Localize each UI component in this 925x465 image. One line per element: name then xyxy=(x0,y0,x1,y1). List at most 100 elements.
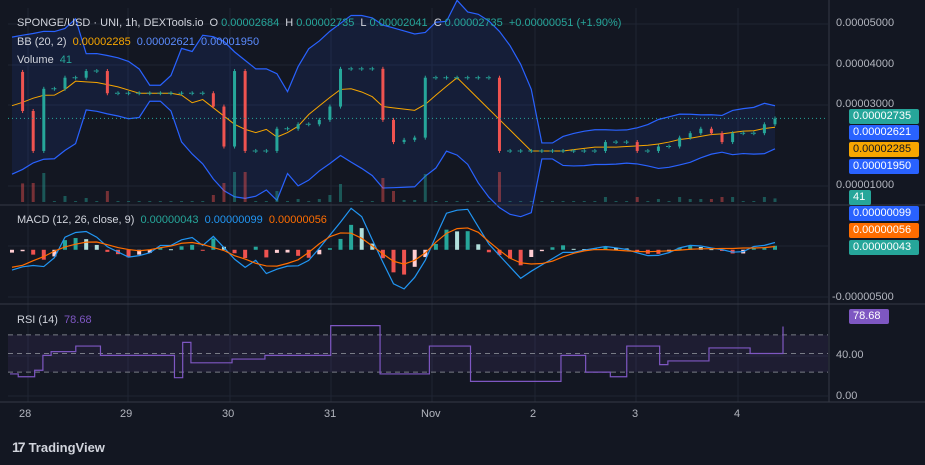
volume-bar xyxy=(307,201,311,202)
macd-signal-label: 0.00000056 xyxy=(849,223,919,238)
volume-bar xyxy=(211,195,215,202)
candle-body xyxy=(42,88,46,151)
time-tick-7: 4 xyxy=(734,408,741,420)
candle-body xyxy=(275,128,279,151)
price-pane xyxy=(8,0,828,218)
volume-legend[interactable]: Volume 41 xyxy=(17,54,75,66)
rsi-legend[interactable]: RSI (14) 78.68 xyxy=(17,314,95,326)
volume-bar xyxy=(497,172,501,202)
candle-body xyxy=(635,142,639,151)
candle-body xyxy=(328,106,332,120)
candle-body xyxy=(731,133,735,143)
macd-tick-0: -0.00000500 xyxy=(832,291,894,303)
volume-bar xyxy=(370,201,374,202)
volume-bar xyxy=(264,201,268,202)
volume-bar xyxy=(392,191,395,202)
candle-body xyxy=(678,137,682,147)
volume-name: Volume xyxy=(17,54,54,66)
volume-bar xyxy=(519,201,523,202)
candle-body xyxy=(656,146,660,151)
macd-histogram-bar xyxy=(41,249,46,260)
candle-body xyxy=(381,68,385,120)
macd-histogram-bar xyxy=(508,249,513,259)
volume-bar xyxy=(688,199,692,202)
volume-bar xyxy=(95,201,99,202)
volume-bar xyxy=(434,201,438,202)
macd-histogram-bar xyxy=(529,249,534,257)
macd-histogram-bar xyxy=(412,249,417,267)
volume-bar xyxy=(540,201,544,202)
volume-bar xyxy=(42,173,46,202)
volume-bar xyxy=(328,195,332,202)
last-price-label: 0.00002735 xyxy=(849,109,919,124)
volume-bar xyxy=(773,198,777,202)
candle-body xyxy=(709,128,713,134)
candle-body xyxy=(392,119,395,143)
volume-value: 41 xyxy=(59,54,73,66)
volume-bar xyxy=(423,174,427,202)
rsi-pane xyxy=(8,325,828,382)
candle-body xyxy=(105,71,109,94)
volume-bar xyxy=(296,199,300,202)
macd-histogram-bar xyxy=(762,247,767,250)
volume-bar xyxy=(31,183,35,202)
macd-histogram-bar xyxy=(550,247,555,250)
low-value: 0.00002041 xyxy=(369,17,428,29)
volume-bar xyxy=(466,201,470,202)
candle-body xyxy=(63,77,67,89)
rsi-tick-1: 0.00 xyxy=(836,390,858,402)
volume-bar xyxy=(402,200,406,202)
volume-bar xyxy=(84,198,88,202)
price-tick-1: 0.00004000 xyxy=(836,58,895,70)
macd-histogram-bar xyxy=(274,249,279,253)
candle-body xyxy=(497,77,501,151)
macd-hist-label: 0.00000043 xyxy=(849,240,919,255)
volume-bar xyxy=(381,178,385,202)
volume-bar xyxy=(105,191,109,202)
macd-histogram-bar xyxy=(94,244,99,250)
macd-histogram-bar xyxy=(688,245,693,250)
pane-separators xyxy=(0,0,925,403)
macd-histogram-bar xyxy=(20,249,25,252)
macd-histogram-bar xyxy=(10,249,14,253)
candle-body xyxy=(222,106,226,147)
time-tick-5: 2 xyxy=(530,408,537,420)
macd-histogram-bar xyxy=(147,249,152,253)
bb-legend[interactable]: BB (20, 2) 0.00002285 0.00002621 0.00001… xyxy=(17,36,262,48)
candle-body xyxy=(317,119,321,125)
candle-body xyxy=(402,139,406,143)
macd-histogram-bar xyxy=(84,239,89,250)
tradingview-branding[interactable]: 17 TradingView xyxy=(12,439,105,455)
close-label: C xyxy=(433,17,442,29)
volume-bar xyxy=(243,172,247,202)
candle-body xyxy=(699,128,703,134)
macd-histogram-bar xyxy=(137,249,142,255)
volume-bar xyxy=(349,201,353,202)
volume-bar xyxy=(201,201,205,202)
macd-histogram-bar xyxy=(518,249,523,266)
volume-bar xyxy=(487,201,491,202)
time-tick-6: 3 xyxy=(632,408,639,420)
macd-histogram-bar xyxy=(486,249,491,253)
volume-bar xyxy=(222,183,226,202)
macd-pane xyxy=(10,207,777,290)
tradingview-wordmark: TradingView xyxy=(28,439,105,455)
volume-bar xyxy=(455,201,459,202)
volume-bar xyxy=(317,199,321,202)
rsi-name: RSI (14) xyxy=(17,314,58,326)
bb-lower-line xyxy=(11,100,776,218)
volume-bar xyxy=(709,199,713,202)
macd-histogram-bar xyxy=(539,249,544,252)
bb-basis-value: 0.00002285 xyxy=(72,36,131,48)
change-value: +0.00000051 (+1.90%) xyxy=(508,17,622,29)
macd-histogram-bar xyxy=(285,249,290,253)
candle-body xyxy=(296,124,300,129)
candle-body xyxy=(233,71,237,147)
volume-bar xyxy=(339,184,343,202)
volume-bar xyxy=(731,197,735,202)
macd-legend[interactable]: MACD (12, 26, close, 9) 0.00000043 0.000… xyxy=(17,214,330,226)
macd-histogram-bar xyxy=(338,238,343,250)
bb-basis-label: 0.00002285 xyxy=(849,142,919,157)
volume-bar xyxy=(741,201,745,202)
